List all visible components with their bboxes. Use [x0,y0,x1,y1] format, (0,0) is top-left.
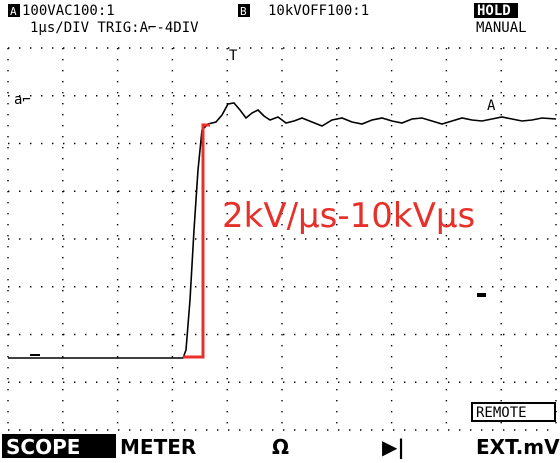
softkey[interactable]: METER [120,435,196,459]
scope-screen: A 100VAC100:1 B 10kVOFF100:1 HOLD 1μs/DI… [0,0,560,463]
status: HOLD [477,3,511,19]
channel-a-setting: 100VAC100:1 [22,3,115,19]
remote: REMOTE [476,405,527,421]
cursor-marker: A [487,98,496,114]
softkey[interactable]: Ω [272,435,289,459]
rise-time-outline [183,125,210,357]
softkey[interactable]: SCOPE [6,435,80,459]
channel-b-label: B [240,5,247,18]
channel-b-setting: 10kVOFF100:1 [268,3,369,19]
softkey[interactable]: EXT.mV [476,435,560,459]
softkey[interactable]: ▶| [382,435,405,459]
timebase: 1μs/DIV TRIG:A⌐-4DIV [30,20,199,36]
channel-marker: a⌐ [14,92,31,108]
mode: MANUAL [476,20,527,36]
trigger-marker: T [229,48,238,64]
channel-a-label: A [10,5,17,18]
level-marker [477,293,486,297]
graticule [8,48,556,430]
annotation: 2kV/μs-10kVμs [222,196,475,236]
